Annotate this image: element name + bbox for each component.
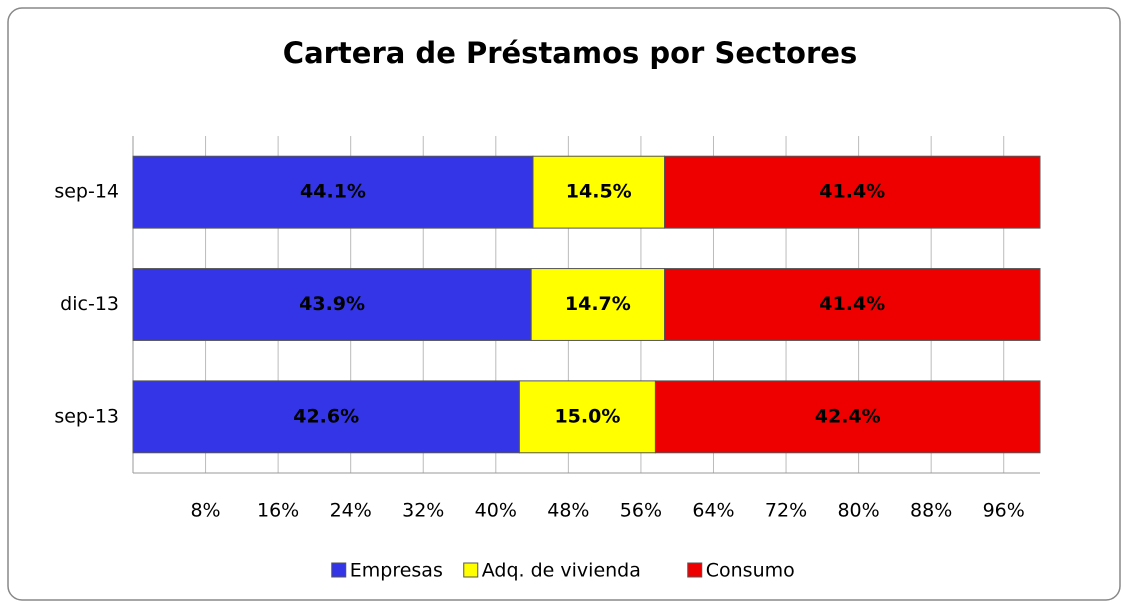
data-label: 41.4%: [819, 293, 885, 315]
bar-segment: [132, 380, 520, 454]
data-label: 44.1%: [300, 181, 366, 203]
x-tick-label: 72%: [765, 500, 807, 522]
x-tick-label: 56%: [620, 500, 662, 522]
bar-segment: [132, 155, 534, 229]
bar-segment: [664, 155, 1041, 229]
data-label: 42.4%: [815, 405, 881, 427]
bar-segment: [132, 268, 532, 341]
x-tick-label: 24%: [330, 500, 372, 522]
x-tick-label: 40%: [475, 500, 517, 522]
legend-label: Consumo: [706, 560, 795, 582]
legend-swatch: [687, 562, 703, 578]
x-tick-label: 64%: [692, 500, 734, 522]
x-tick-label: 80%: [837, 500, 879, 522]
data-label: 43.9%: [299, 293, 365, 315]
bar-segment: [532, 155, 666, 229]
data-label: 15.0%: [554, 405, 620, 427]
y-tick-label: dic-13: [60, 293, 119, 315]
x-tick-label: 8%: [190, 500, 220, 522]
x-tick-label: 32%: [402, 500, 444, 522]
bar-segment: [664, 268, 1041, 341]
x-tick-label: 88%: [910, 500, 952, 522]
y-tick-label: sep-13: [54, 405, 119, 427]
legend-label: Adq. de vivienda: [482, 560, 641, 582]
data-label: 41.4%: [819, 181, 885, 203]
data-label: 14.7%: [565, 293, 631, 315]
y-tick-label: sep-14: [54, 181, 119, 203]
legend-label: Empresas: [350, 560, 443, 582]
data-label: 14.5%: [566, 181, 632, 203]
legend-swatch: [463, 562, 479, 578]
chart-title: Cartera de Préstamos por Sectores: [283, 36, 857, 70]
x-tick-label: 96%: [983, 500, 1025, 522]
data-label: 42.6%: [293, 405, 359, 427]
x-tick-label: 16%: [257, 500, 299, 522]
legend-swatch: [331, 562, 347, 578]
x-tick-label: 48%: [547, 500, 589, 522]
bar-segment: [518, 380, 656, 454]
bar-segment: [654, 380, 1041, 454]
